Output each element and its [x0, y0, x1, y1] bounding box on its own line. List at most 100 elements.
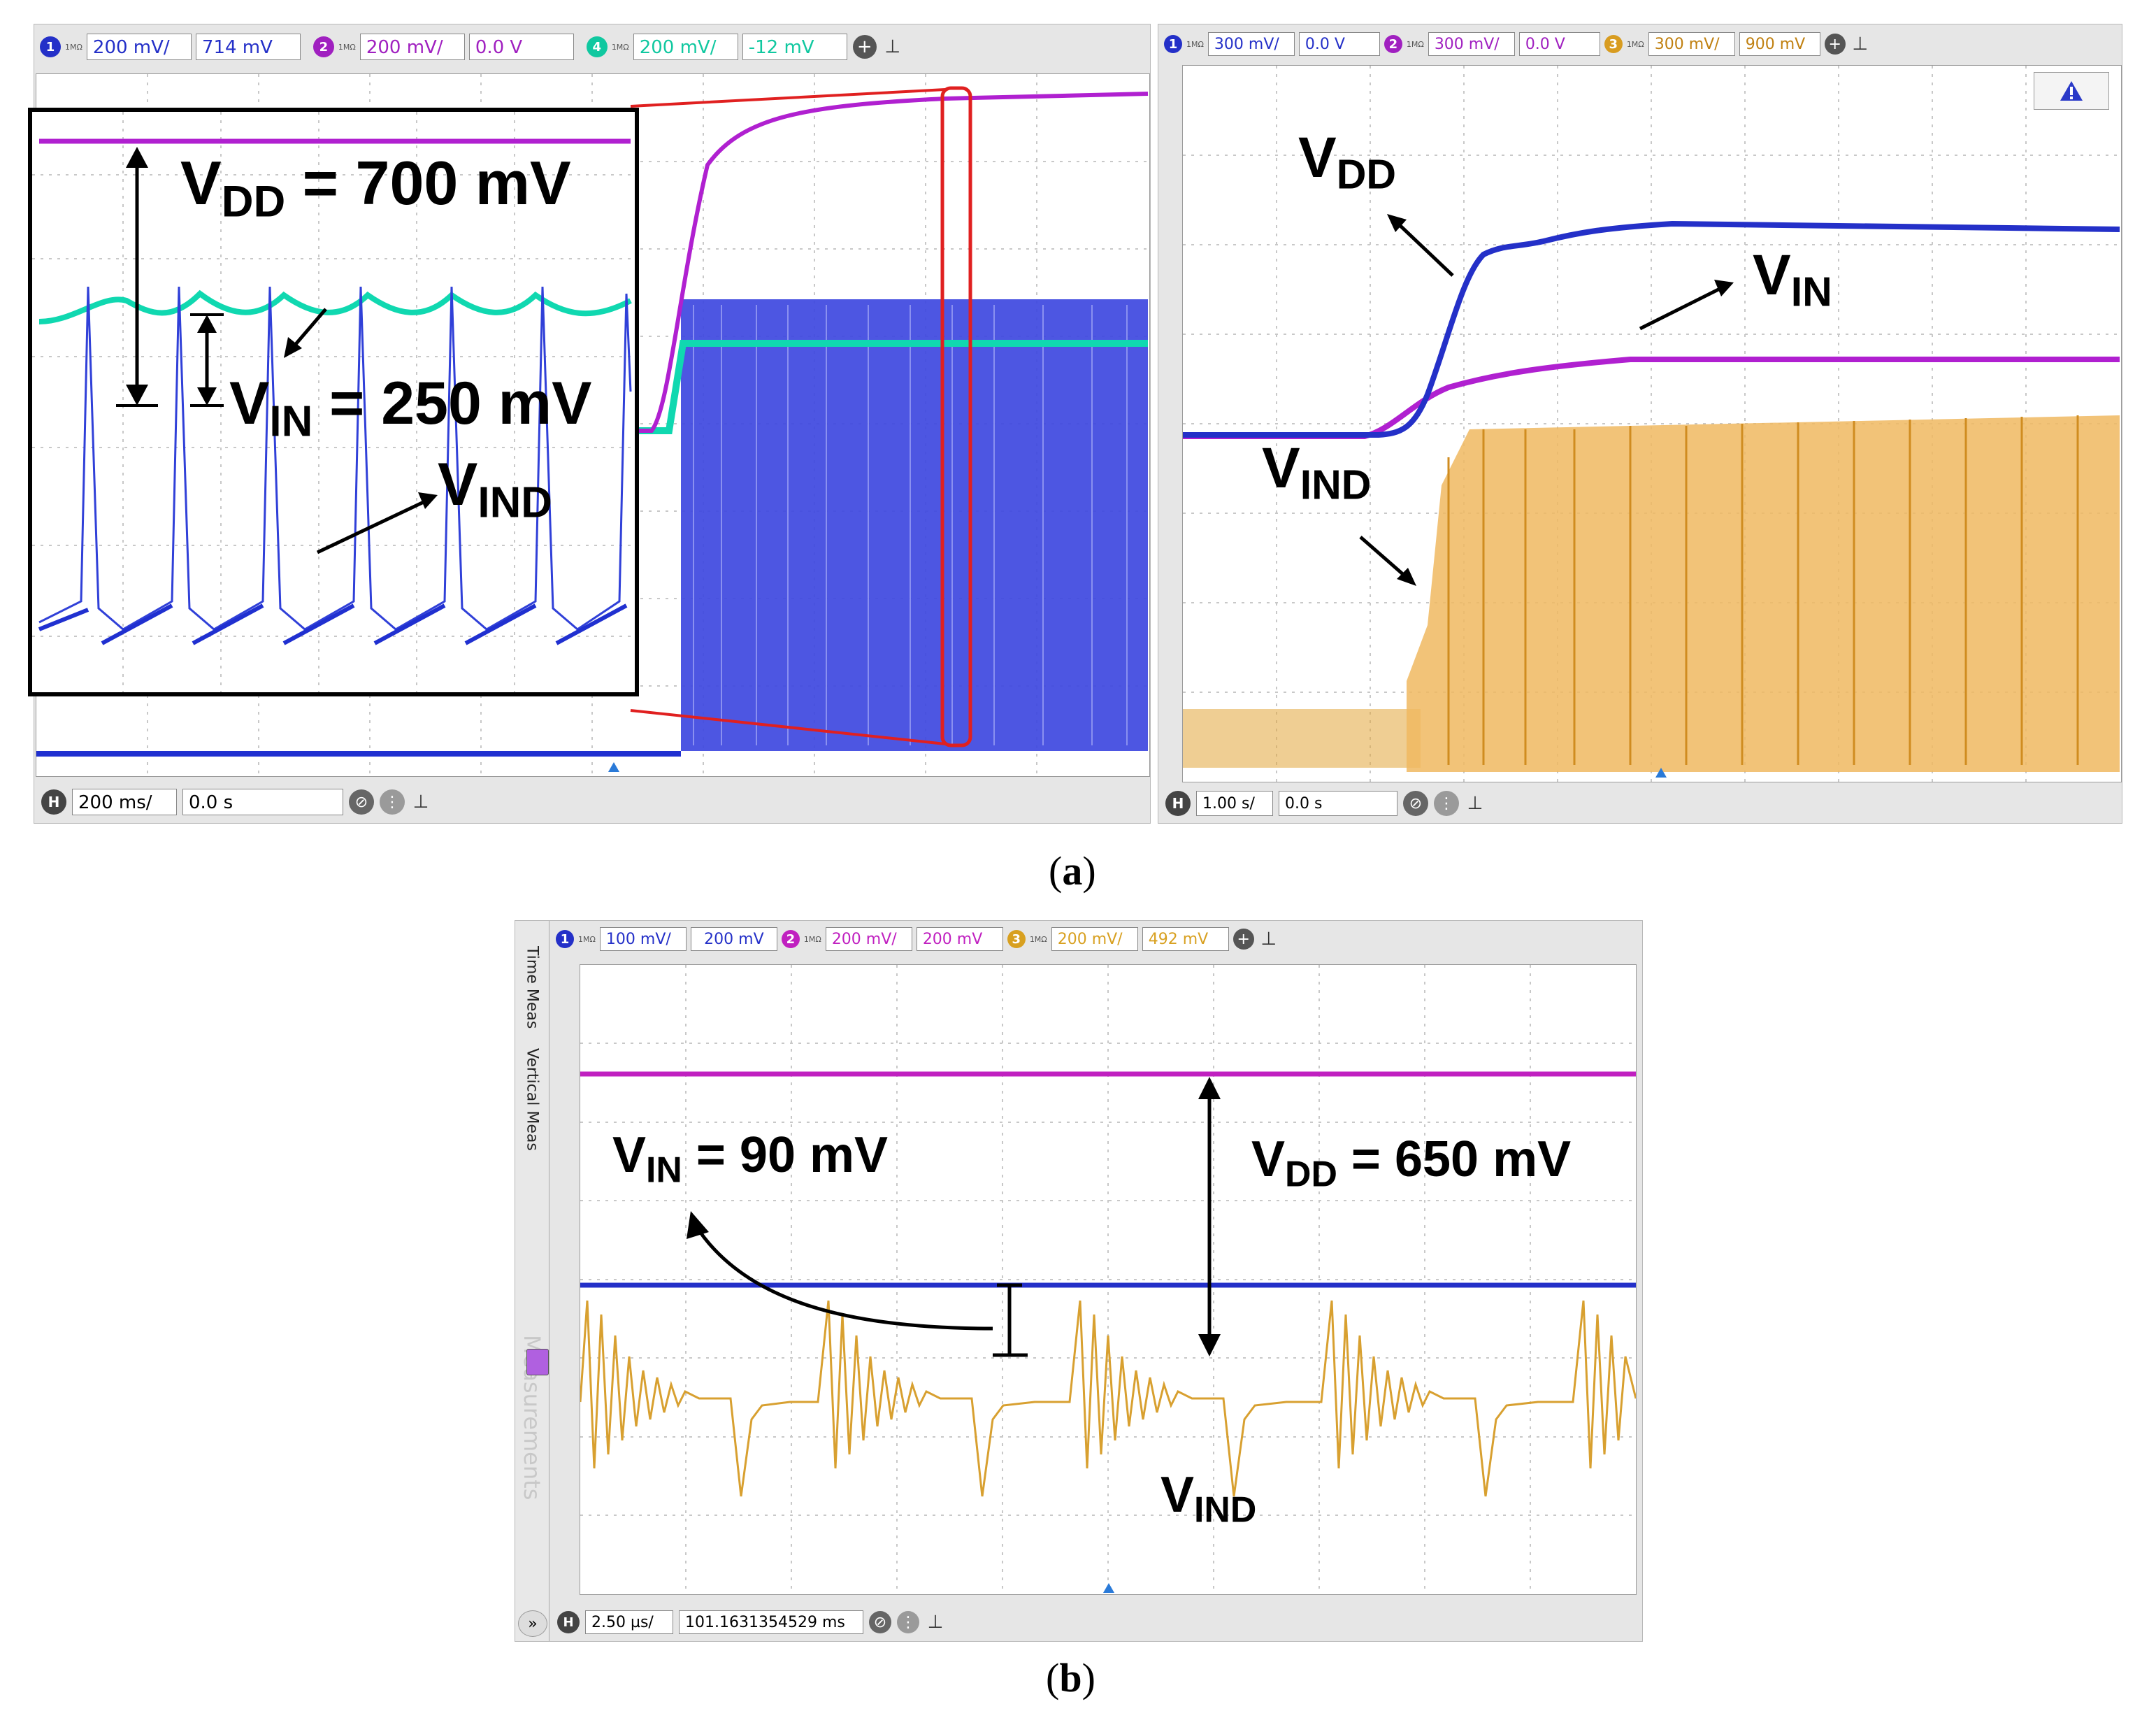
trigger-marker: [608, 762, 619, 772]
channel-3-offset[interactable]: 492 mV: [1142, 927, 1229, 951]
measurements-watermark: Measurements: [519, 1334, 545, 1501]
vind-trace: [580, 1300, 1636, 1497]
channel-marker-icon[interactable]: [526, 1349, 549, 1375]
vind-burst: [1407, 415, 2120, 772]
channel-4-scale[interactable]: 200 mV/: [633, 34, 738, 60]
channel-1-group[interactable]: 1 1MΩ 200 mV/ 714 mV: [40, 34, 301, 60]
pin-icon[interactable]: ⊥: [1467, 793, 1483, 814]
vdd-arrow-head-bottom: [126, 385, 148, 406]
channel-1-impedance: 1MΩ: [578, 934, 596, 944]
timebase-delay[interactable]: 0.0 s: [1279, 791, 1397, 816]
channel-1-offset[interactable]: 0.0 V: [1298, 32, 1380, 56]
plus-circle-icon[interactable]: +: [1232, 929, 1254, 950]
channel-1-group[interactable]: 1 1MΩ 100 mV/ 200 mV: [556, 927, 777, 951]
channel-2-group[interactable]: 2 1MΩ 200 mV/ 200 mV: [781, 927, 1003, 951]
zoom-icon[interactable]: ⊘: [869, 1611, 891, 1633]
pin-icon[interactable]: ⊥: [412, 792, 429, 813]
channel-toolbar: 1 1MΩ 100 mV/ 200 mV 2 1MΩ 200 mV/ 200 m…: [550, 921, 1642, 957]
channel-2-scale[interactable]: 200 mV/: [359, 34, 465, 60]
channel-1-group[interactable]: 1 1MΩ 300 mV/ 0.0 V: [1164, 32, 1380, 56]
timebase-bar: H 2.50 µs/ 101.1631354529 ms ⊘ ⋮ ⊥: [550, 1603, 1642, 1641]
channel-2-offset[interactable]: 0.0 V: [1518, 32, 1600, 56]
zoom-icon[interactable]: ⊘: [1403, 791, 1428, 816]
pin-icon[interactable]: ⊥: [884, 36, 901, 57]
channel-4-badge[interactable]: 4: [586, 36, 608, 57]
vind-pointer-head: [418, 492, 438, 509]
channel-2-offset[interactable]: 200 mV: [916, 927, 1003, 951]
zoom-highlight-box: [940, 86, 972, 747]
pin-icon[interactable]: ⊥: [927, 1612, 944, 1633]
channel-2-badge[interactable]: 2: [1384, 35, 1402, 53]
channel-2-badge[interactable]: 2: [312, 36, 334, 57]
grid-lines: [580, 965, 1636, 1594]
channel-1-offset[interactable]: 200 mV: [690, 927, 777, 951]
pin-icon[interactable]: ⊥: [1852, 34, 1869, 55]
channel-3-offset[interactable]: 900 mV: [1739, 32, 1820, 56]
zoom-icon[interactable]: ⊘: [349, 789, 374, 815]
timebase-scale[interactable]: 2.50 µs/: [585, 1610, 673, 1634]
waveform-grid: VIN = 90 mV VDD = 650 mV VIND: [580, 964, 1637, 1595]
zoom-inset-svg: [32, 112, 635, 692]
horizontal-badge[interactable]: H: [41, 789, 66, 815]
channel-4-offset[interactable]: -12 mV: [742, 34, 847, 60]
double-chevron-right-icon[interactable]: »: [518, 1610, 547, 1637]
channel-3-group[interactable]: 3 1MΩ 300 mV/ 900 mV: [1604, 32, 1820, 56]
channel-3-group[interactable]: 3 1MΩ 200 mV/ 492 mV: [1007, 927, 1229, 951]
channel-1-scale[interactable]: 300 mV/: [1207, 32, 1295, 56]
channel-2-badge[interactable]: 2: [781, 930, 800, 948]
channel-3-badge[interactable]: 3: [1007, 930, 1026, 948]
vind-label: VIND: [1262, 436, 1372, 508]
vind-label: VIND: [1160, 1467, 1257, 1530]
channel-1-scale[interactable]: 100 mV/: [599, 927, 687, 951]
inset-vin-trace: [38, 289, 632, 324]
channel-3-badge[interactable]: 3: [1604, 35, 1623, 53]
channel-4-group[interactable]: 4 1MΩ 200 mV/ -12 mV: [586, 34, 847, 60]
horizontal-badge[interactable]: H: [1165, 791, 1191, 816]
vin-pointer-arrow: [291, 308, 327, 350]
channel-1-badge[interactable]: 1: [556, 930, 574, 948]
tab-time-meas[interactable]: Time Meas: [523, 945, 541, 1029]
timebase-scale[interactable]: 200 ms/: [72, 789, 177, 815]
vdd-trace: [1183, 220, 2120, 438]
channel-1-badge[interactable]: 1: [40, 36, 61, 57]
pin-icon[interactable]: ⊥: [1260, 929, 1277, 950]
plus-circle-icon[interactable]: +: [1824, 34, 1846, 55]
horizontal-badge[interactable]: H: [557, 1611, 580, 1633]
vin-curved-arrow-head: [687, 1211, 709, 1239]
timebase-scale[interactable]: 1.00 s/: [1196, 791, 1273, 816]
channel-1-badge[interactable]: 1: [1164, 35, 1182, 53]
channel-2-scale[interactable]: 300 mV/: [1428, 32, 1515, 56]
tab-vertical-meas[interactable]: Vertical Meas: [523, 1047, 541, 1151]
waveform-svg: [580, 965, 1636, 1594]
grid-icon[interactable]: ⋮: [1434, 791, 1459, 816]
channel-2-group[interactable]: 2 1MΩ 300 mV/ 0.0 V: [1384, 32, 1600, 56]
channel-1-scale[interactable]: 200 mV/: [86, 34, 192, 60]
plus-circle-icon[interactable]: +: [852, 35, 877, 59]
channel-2-scale[interactable]: 200 mV/: [825, 927, 912, 951]
vind-noise: [1183, 709, 1421, 768]
channel-1-offset[interactable]: 714 mV: [195, 34, 301, 60]
channel-4-impedance: 1MΩ: [611, 42, 629, 52]
vin-250-label: VIN = 250 mV: [229, 370, 592, 446]
channel-toolbar: 1 1MΩ 200 mV/ 714 mV 2 1MΩ 200 mV/ 0.0 V…: [34, 24, 1150, 69]
vin-label: VIN: [1753, 243, 1832, 315]
channel-2-offset[interactable]: 0.0 V: [468, 34, 574, 60]
vind-label-inset: VIND: [438, 451, 552, 527]
timebase-delay[interactable]: 101.1631354529 ms: [679, 1610, 863, 1634]
vin-90-label: VIN = 90 mV: [612, 1127, 889, 1190]
grid-icon[interactable]: ⋮: [380, 789, 405, 815]
vind-pointer-head: [1397, 568, 1416, 586]
channel-toolbar: 1 1MΩ 300 mV/ 0.0 V 2 1MΩ 300 mV/ 0.0 V …: [1158, 24, 2122, 64]
warning-triangle-icon: [2060, 81, 2083, 101]
grid-icon[interactable]: ⋮: [897, 1611, 919, 1633]
vdd-trace: [36, 92, 1149, 433]
caption-b: (b): [1046, 1655, 1095, 1701]
timebase-delay[interactable]: 0.0 s: [182, 789, 343, 815]
zoom-inset: VDD = 700 mV VIN = 250 mV VIND: [28, 108, 639, 696]
timebase-bar: H 200 ms/ 0.0 s ⊘ ⋮ ⊥: [34, 781, 1150, 823]
channel-3-scale[interactable]: 300 mV/: [1648, 32, 1735, 56]
channel-3-scale[interactable]: 200 mV/: [1051, 927, 1138, 951]
channel-3-impedance: 1MΩ: [1626, 39, 1644, 49]
channel-2-group[interactable]: 2 1MΩ 200 mV/ 0.0 V: [312, 34, 574, 60]
warning-button[interactable]: [2034, 72, 2109, 110]
